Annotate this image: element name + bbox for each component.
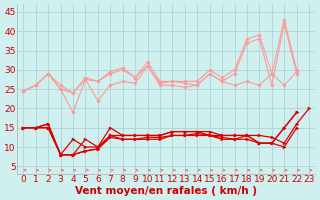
- X-axis label: Vent moyen/en rafales ( km/h ): Vent moyen/en rafales ( km/h ): [75, 186, 257, 196]
